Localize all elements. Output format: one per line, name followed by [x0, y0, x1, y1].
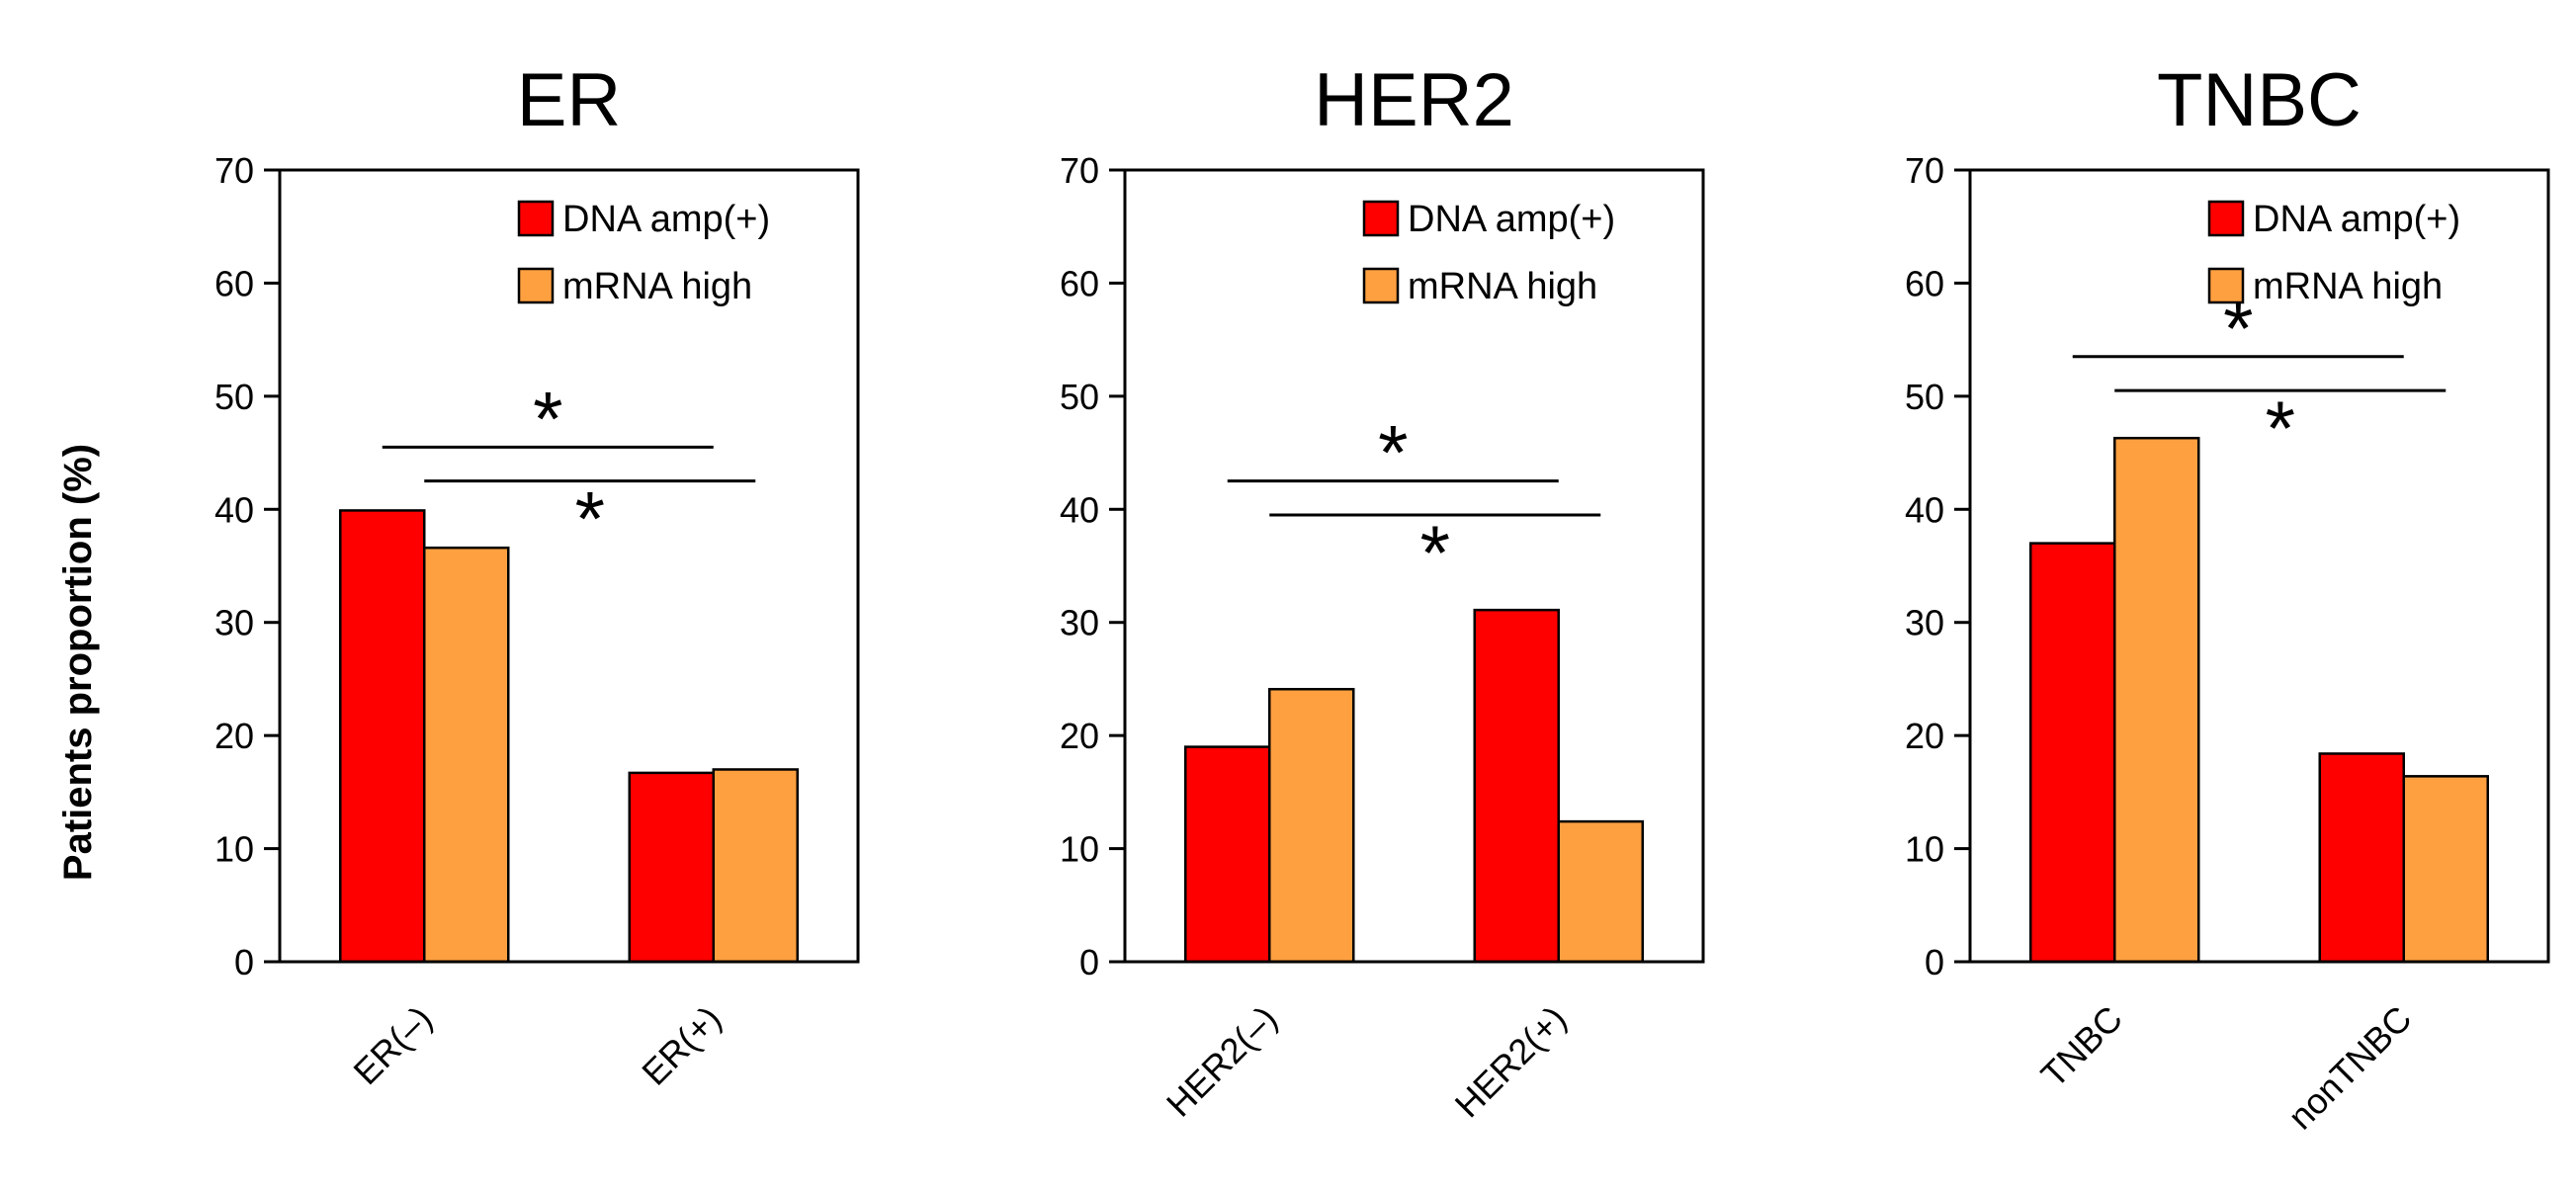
chart-panel-1: ER ER(–) ER(+) 0 10 20 30 40 50 60 70 ** DNA amp(+) m… — [215, 58, 860, 1093]
y-tick-label: 70 — [215, 150, 254, 191]
plot-frame — [1123, 168, 1705, 964]
y-tick-label: 60 — [215, 263, 254, 303]
y-tick-label: 60 — [1905, 263, 1944, 303]
y-tick-label: 50 — [215, 377, 254, 417]
significance-star: * — [1378, 409, 1408, 496]
y-tick-label: 50 — [1905, 377, 1944, 417]
x-tick-label: HER2(–) — [1159, 998, 1285, 1125]
bar-mrna-high-1 — [2113, 436, 2200, 964]
significance-star: * — [575, 475, 605, 562]
bar-dna-amp-1 — [2029, 542, 2116, 964]
y-tick-label: 70 — [1060, 150, 1099, 191]
bar-mrna-high-1 — [423, 546, 510, 964]
chart-title: TNBC — [2157, 58, 2361, 142]
bar-mrna-high-1 — [1268, 687, 1355, 964]
legend-swatch-mrna-high — [2207, 267, 2245, 304]
y-tick-label: 40 — [1060, 489, 1099, 530]
significance-star: * — [2266, 384, 2295, 471]
y-tick-label: 0 — [1925, 942, 1944, 982]
legend-label: mRNA high — [562, 266, 752, 307]
bar-dna-amp-2 — [628, 771, 715, 964]
x-tick-label: TNBC — [2033, 998, 2130, 1095]
y-tick-label: 30 — [215, 603, 254, 643]
y-tick-label: 40 — [1905, 489, 1944, 530]
y-tick-label: 10 — [1905, 829, 1944, 870]
significance-star: * — [1420, 509, 1450, 596]
y-tick-label: 30 — [1905, 603, 1944, 643]
bar-dna-amp-1 — [339, 509, 426, 964]
y-tick-label: 20 — [1905, 716, 1944, 756]
bar-dna-amp-1 — [1184, 745, 1271, 964]
x-tick-label: ER(–) — [345, 998, 439, 1092]
bar-mrna-high-2 — [712, 768, 799, 964]
bar-dna-amp-2 — [2318, 752, 2405, 964]
y-tick-label: 60 — [1060, 263, 1099, 303]
x-tick-label: HER2(+) — [1447, 998, 1575, 1126]
legend-label: DNA amp(+) — [1408, 199, 1615, 240]
legend-swatch-dna-amp — [1362, 200, 1400, 237]
x-tick-label: ER(+) — [634, 998, 729, 1093]
legend-swatch-mrna-high — [517, 267, 555, 304]
legend-label: mRNA high — [1408, 266, 1597, 307]
legend-label: DNA amp(+) — [2253, 199, 2460, 240]
y-tick-label: 20 — [215, 716, 254, 756]
plot-frame — [278, 168, 860, 964]
y-tick-label: 40 — [215, 489, 254, 530]
plot-frame — [1968, 168, 2550, 964]
legend-label: DNA amp(+) — [562, 199, 770, 240]
y-tick-label: 50 — [1060, 377, 1099, 417]
y-tick-label: 30 — [1060, 603, 1099, 643]
bar-mrna-high-2 — [2402, 775, 2489, 964]
chart-title: HER2 — [1314, 58, 1514, 142]
y-tick-label: 0 — [234, 942, 254, 982]
bar-mrna-high-2 — [1557, 819, 1644, 964]
y-tick-label: 0 — [1079, 942, 1099, 982]
legend-swatch-dna-amp — [2207, 200, 2245, 237]
bar-dna-amp-2 — [1473, 608, 1560, 964]
legend-swatch-mrna-high — [1362, 267, 1400, 304]
chart-panel-2: HER2 HER2(–) HER2(+) 0 10 20 30 40 50 60 70 ** DNA a… — [1060, 58, 1705, 1126]
y-tick-label: 70 — [1905, 150, 1944, 191]
chart-title: ER — [517, 58, 622, 142]
y-tick-label: 20 — [1060, 716, 1099, 756]
x-tick-label: nonTNBC — [2280, 998, 2420, 1138]
y-tick-label: 10 — [1060, 829, 1099, 870]
significance-star: * — [533, 375, 562, 462]
legend-label: mRNA high — [2253, 266, 2443, 307]
y-tick-label: 10 — [215, 829, 254, 870]
legend-swatch-dna-amp — [517, 200, 555, 237]
y-axis-label: Patients proportion (%) — [56, 444, 100, 881]
